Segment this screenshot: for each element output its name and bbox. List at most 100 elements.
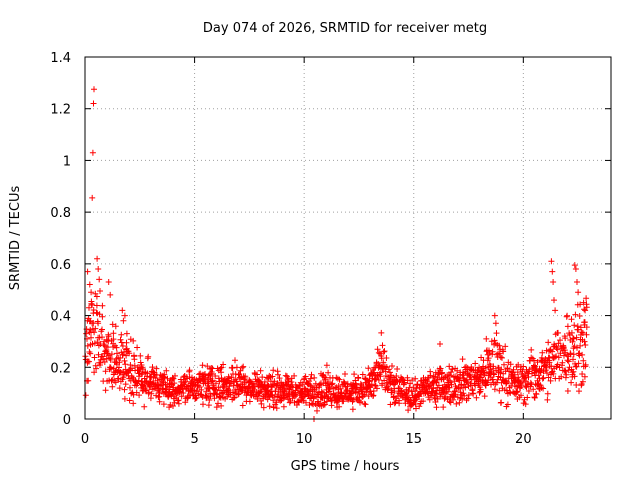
data-point [504,365,511,372]
data-point [462,384,469,391]
data-point [537,382,544,389]
data-point [156,390,163,397]
data-point [265,382,272,389]
data-point [545,339,552,346]
data-point [565,358,572,365]
data-point [205,385,212,392]
data-point [399,376,406,383]
data-point [91,354,98,361]
data-point [211,395,218,402]
data-point [324,393,331,400]
data-point [93,365,100,372]
data-point [378,329,385,336]
data-point [119,351,126,358]
data-point [564,357,571,364]
data-point [457,389,464,396]
data-point [102,387,109,394]
data-point [122,361,129,368]
data-point [109,321,116,328]
data-point [303,399,309,406]
data-point [307,375,314,382]
data-point [182,378,189,385]
data-point [577,324,584,331]
data-point [491,337,498,344]
data-point [86,281,93,288]
data-point [489,376,496,383]
data-point [228,374,235,381]
data-point [129,374,136,381]
data-point [314,407,320,414]
data-point [110,330,117,337]
data-point [203,388,210,395]
data-point [409,377,416,384]
data-point [544,390,551,397]
data-point [460,369,466,376]
data-point [266,372,273,379]
data-point [129,365,135,372]
data-point [498,366,505,373]
data-point [94,339,101,346]
data-point [571,262,578,269]
data-point [283,381,290,388]
data-point [564,388,571,394]
data-point [121,386,128,393]
data-point [534,359,541,366]
data-point [510,366,517,373]
data-point [557,337,563,344]
data-point [95,351,102,358]
data-point [256,392,262,399]
data-point [549,268,556,275]
data-point [565,367,572,374]
data-point [93,309,100,316]
data-point [112,323,119,330]
data-point [570,368,577,375]
data-point [299,381,306,388]
data-point [370,388,377,394]
data-point [101,359,108,365]
data-point [213,391,220,398]
data-point [302,373,309,380]
data-point [209,365,216,372]
data-point [92,325,99,332]
data-point [544,370,550,377]
data-point [126,350,133,357]
data-point [539,349,546,356]
data-point [459,356,466,363]
data-point [99,334,105,341]
data-point [365,365,372,372]
data-point [489,348,496,355]
data-point [269,373,276,380]
data-point [581,319,588,326]
data-point [108,351,115,358]
data-point [446,363,453,370]
data-point [560,344,567,351]
data-point [555,354,562,361]
data-point [213,404,220,411]
data-point [359,371,366,378]
data-point [374,346,381,353]
data-point [384,386,391,393]
data-point [447,372,453,379]
data-point [117,355,124,361]
data-point [483,335,490,342]
data-point [96,276,103,283]
data-point [550,370,557,377]
data-point [206,397,213,403]
data-point [118,331,125,338]
data-point [572,363,579,370]
data-point [86,358,92,365]
data-point [355,375,362,382]
data-point [121,357,128,364]
data-point [266,403,273,410]
data-point [496,342,503,349]
data-point [205,402,212,409]
data-point [149,364,156,371]
data-point [107,356,114,363]
data-point [89,301,96,308]
data-point [121,312,128,319]
data-point [200,401,206,408]
data-point [82,392,89,399]
data-point [576,352,583,359]
